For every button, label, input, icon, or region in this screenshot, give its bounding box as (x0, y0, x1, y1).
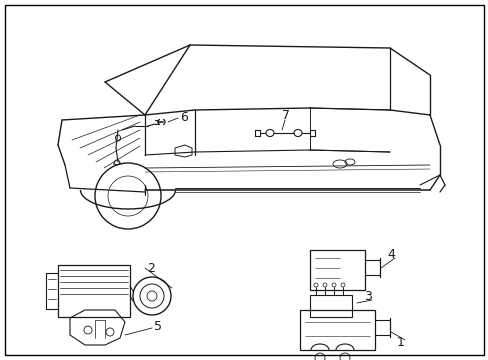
Text: 1: 1 (396, 336, 404, 348)
Text: 2: 2 (147, 261, 155, 274)
Text: 7: 7 (282, 108, 289, 122)
Text: 3: 3 (363, 291, 371, 303)
Text: 4: 4 (386, 248, 394, 261)
Text: 6: 6 (180, 111, 187, 123)
Text: 5: 5 (154, 320, 162, 333)
